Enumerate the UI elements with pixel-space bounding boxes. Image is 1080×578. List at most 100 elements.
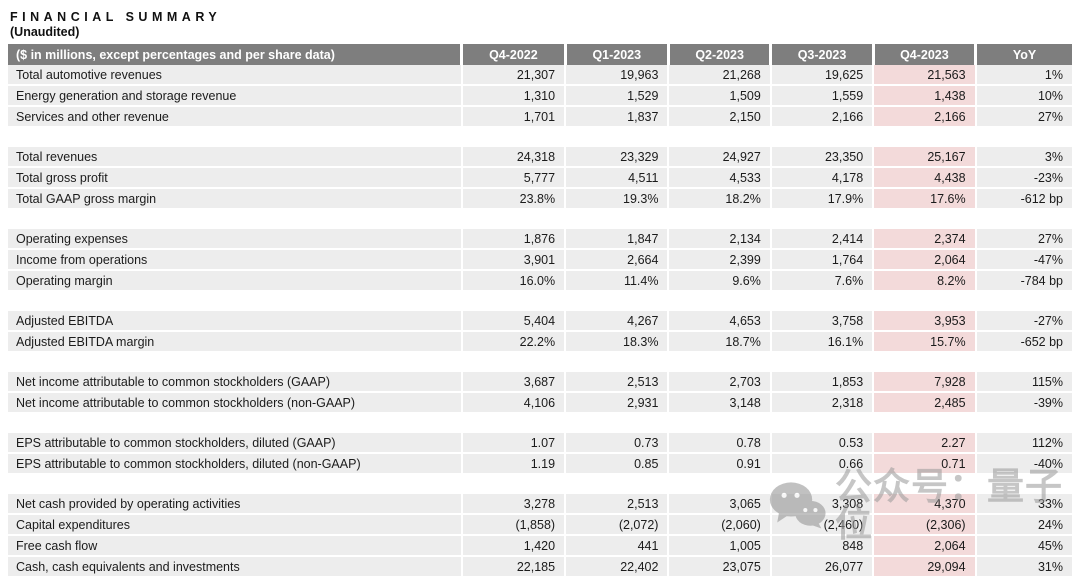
value-cell: 2.27 [873,433,977,454]
value-cell: 21,307 [461,65,567,86]
row-label: Operating expenses [8,229,463,250]
value-cell: 1,559 [770,85,875,107]
value-cell: (2,306) [873,514,977,536]
value-cell: 22,402 [565,556,670,578]
table-row: Operating margin 16.0% 11.4% 9.6% 7.6% 8.2% -7… [8,270,1072,292]
value-cell: 21,268 [668,65,772,86]
table-row: Total automotive revenues 21,307 19,963 21,… [8,65,1072,86]
value-cell: 29,094 [873,556,977,578]
value-cell: 11.4% [565,270,670,292]
yoy-cell: 10% [975,85,1072,107]
value-cell: 0.53 [770,433,875,454]
value-cell: 4,438 [873,167,977,189]
value-cell: 5,777 [461,167,567,189]
row-label: Total revenues [8,147,463,168]
value-cell: 0.91 [668,453,772,475]
value-cell: 19,625 [770,65,875,86]
value-cell: 1.07 [461,433,567,454]
value-cell: 24,927 [668,147,772,168]
table-row: EPS attributable to common stockholders,… [8,453,1072,475]
value-cell: 2,664 [565,249,670,271]
yoy-cell: 24% [975,514,1072,536]
value-cell: 4,533 [668,167,772,189]
value-cell: 2,703 [668,372,772,393]
value-cell: 2,166 [770,106,875,128]
value-cell: 1,837 [565,106,670,128]
yoy-cell: -23% [975,167,1072,189]
value-cell: 2,513 [565,494,670,515]
column-header: Q4-2022 [461,44,567,65]
table-row: Income from operations 3,901 2,664 2,399 1,7… [8,249,1072,271]
row-label: Adjusted EBITDA [8,311,463,332]
column-header: Q2-2023 [668,44,773,65]
value-cell: 2,513 [565,372,670,393]
value-cell: 23,075 [668,556,772,578]
value-cell: 2,150 [668,106,772,128]
table-row: Adjusted EBITDA margin 22.2% 18.3% 18.7% 16.… [8,331,1072,353]
value-cell: 0.71 [873,453,977,475]
yoy-cell: -784 bp [975,270,1072,292]
table-row: EPS attributable to common stockholders,… [8,433,1072,454]
spacer-cell [8,474,1072,494]
column-header: Q4-2023 [873,44,978,65]
spacer-row [8,209,1072,229]
value-cell: 1,853 [770,372,875,393]
table-row: Net income attributable to common stockh… [8,392,1072,414]
value-cell: 4,106 [461,392,567,414]
table-row: Total revenues 24,318 23,329 24,927 23,350 25… [8,147,1072,168]
row-label: Total gross profit [8,167,463,189]
table-row: Net income attributable to common stockh… [8,372,1072,393]
yoy-cell: 1% [975,65,1072,86]
value-cell: (2,072) [565,514,670,536]
value-cell: 3,148 [668,392,772,414]
spacer-cell [8,291,1072,311]
row-label: EPS attributable to common stockholders,… [8,433,463,454]
table-row: Total gross profit 5,777 4,511 4,533 4,178 4,… [8,167,1072,189]
value-cell: 7,928 [873,372,977,393]
value-cell: 17.6% [873,188,977,210]
row-label: Net income attributable to common stockh… [8,372,463,393]
value-cell: 2,134 [668,229,772,250]
value-cell: 1,529 [565,85,670,107]
row-label: Total GAAP gross margin [8,188,463,210]
value-cell: 2,931 [565,392,670,414]
value-cell: 16.0% [461,270,567,292]
spacer-cell [8,127,1072,147]
value-cell: 1,438 [873,85,977,107]
yoy-cell: 3% [975,147,1072,168]
spacer-row [8,291,1072,311]
value-cell: 3,953 [873,311,977,332]
value-cell: 19,963 [565,65,670,86]
row-label: Adjusted EBITDA margin [8,331,463,353]
value-cell: 2,399 [668,249,772,271]
value-cell: 1,847 [565,229,670,250]
spacer-cell [8,209,1072,229]
value-cell: 8.2% [873,270,977,292]
value-cell: 3,901 [461,249,567,271]
value-cell: 3,687 [461,372,567,393]
value-cell: 4,653 [668,311,772,332]
value-cell: 18.7% [668,331,772,353]
row-label: Cash, cash equivalents and investments [8,556,463,578]
table-row: Capital expenditures (1,858) (2,072) (2,060… [8,514,1072,536]
spacer-cell [8,413,1072,433]
yoy-cell: -47% [975,249,1072,271]
table-row: Adjusted EBITDA 5,404 4,267 4,653 3,758 3,953… [8,311,1072,332]
row-label: Operating margin [8,270,463,292]
value-cell: (1,858) [461,514,567,536]
yoy-cell: -652 bp [975,331,1072,353]
value-cell: 21,563 [873,65,977,86]
value-cell: 2,485 [873,392,977,414]
yoy-cell: 33% [975,494,1072,515]
value-cell: 1.19 [461,453,567,475]
yoy-cell: 27% [975,229,1072,250]
column-header: YoY [975,44,1072,65]
value-cell: 2,166 [873,106,977,128]
page-subtitle: (Unaudited) [10,25,80,39]
value-cell: (2,060) [668,514,772,536]
value-cell: 0.66 [770,453,875,475]
spacer-row [8,127,1072,147]
value-cell: (2,460) [770,514,875,536]
value-cell: 26,077 [770,556,875,578]
yoy-cell: -40% [975,453,1072,475]
